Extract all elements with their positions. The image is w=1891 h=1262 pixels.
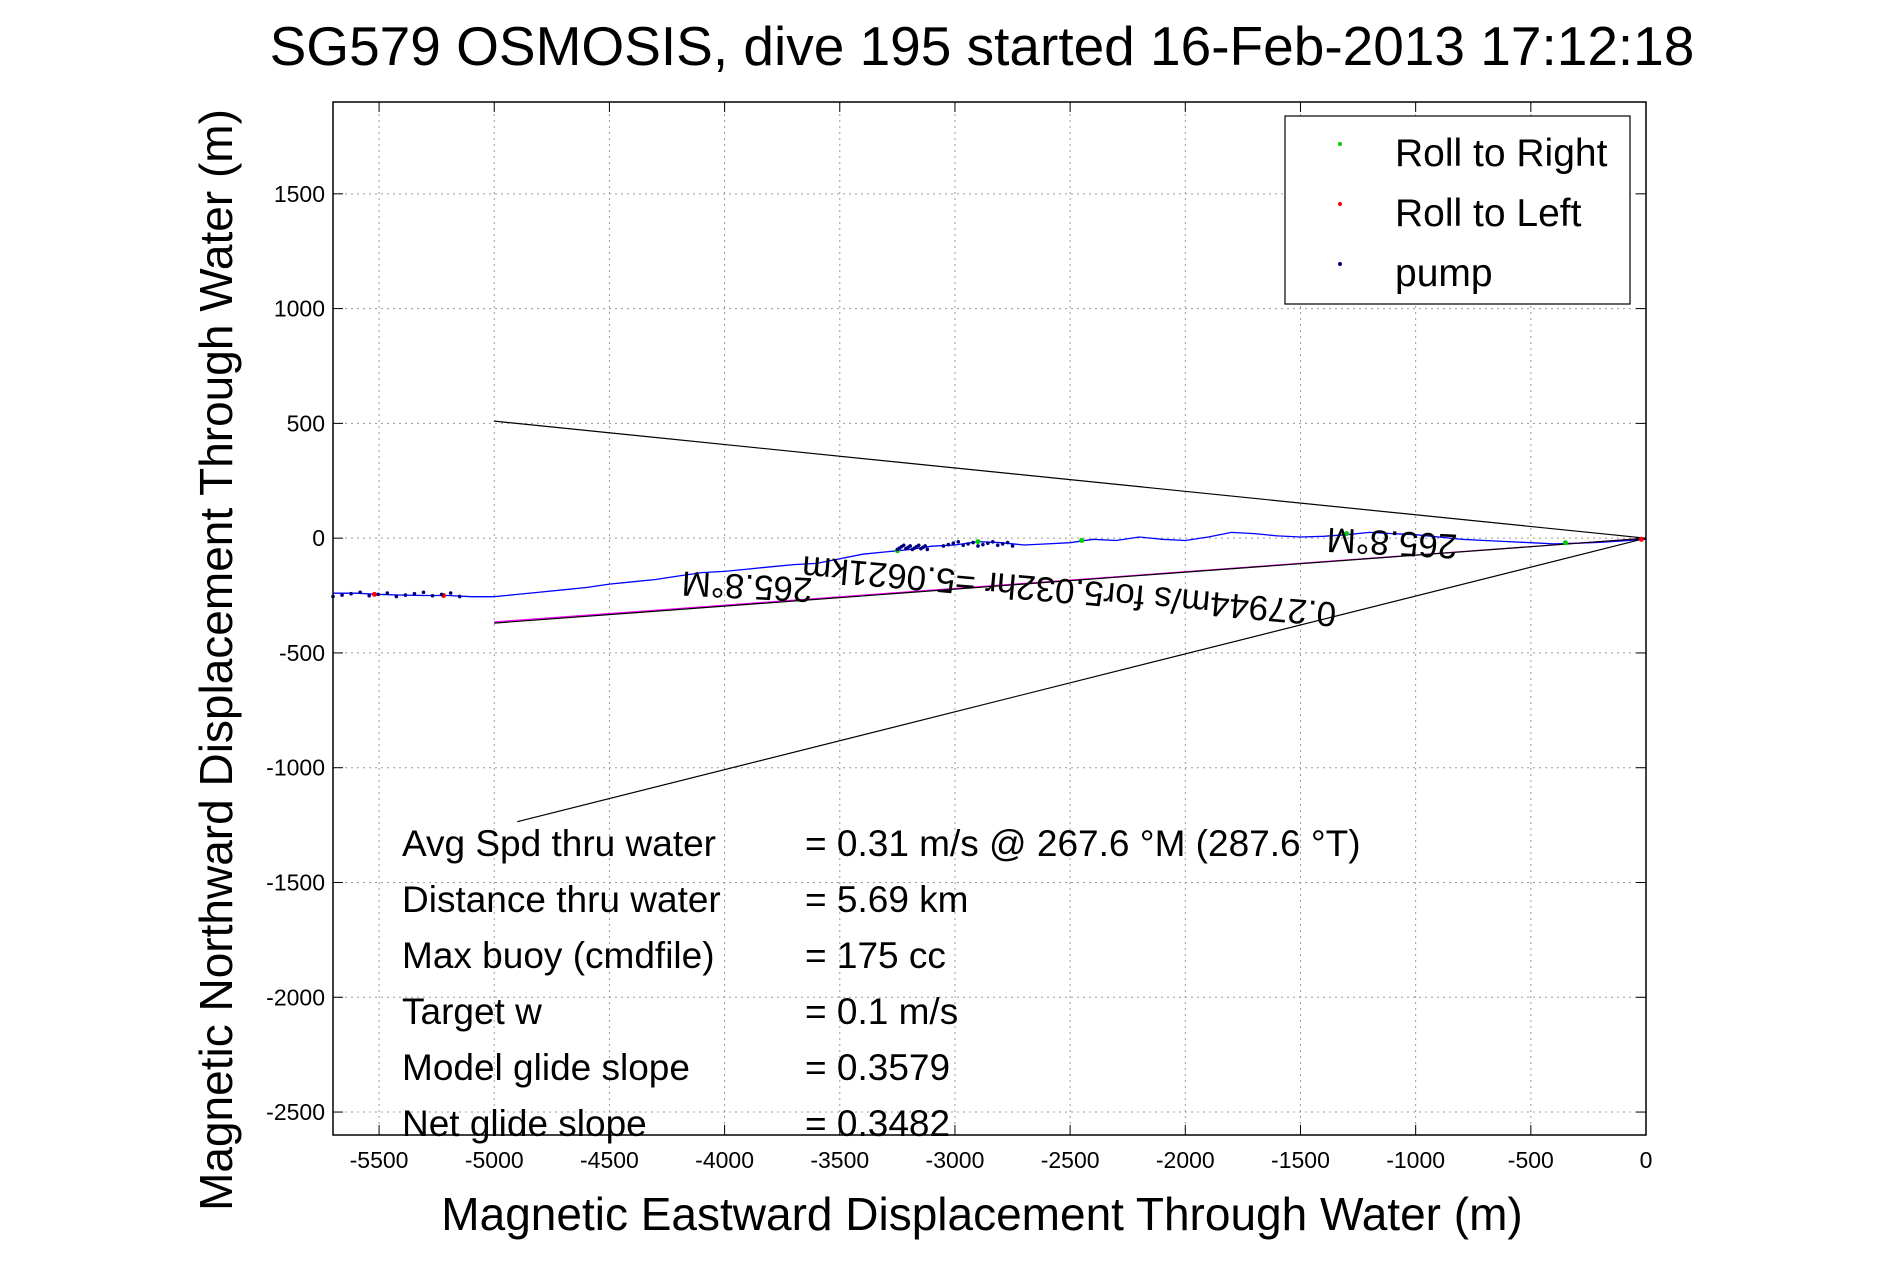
- pump-marker: [367, 593, 371, 598]
- roll-right-marker: [1344, 531, 1350, 537]
- legend-label: pump: [1395, 252, 1493, 295]
- pump-marker: [941, 544, 946, 548]
- x-tick-label: 0: [1640, 1147, 1653, 1173]
- y-tick-label: -1000: [266, 755, 325, 781]
- legend-marker: [1338, 202, 1342, 206]
- y-tick-label: -1500: [266, 869, 325, 895]
- stat-value: = 0.31 m/s @ 267.6 °M (287.6 °T): [805, 823, 1361, 864]
- x-tick-label: -4000: [695, 1147, 754, 1173]
- legend-marker: [1338, 142, 1342, 146]
- stat-label: Target w: [402, 991, 542, 1032]
- legend-box: [1284, 115, 1631, 305]
- y-tick-label: 0: [312, 525, 325, 551]
- pump-marker: [1005, 540, 1010, 545]
- pump-marker: [901, 543, 906, 548]
- pump-marker: [376, 592, 381, 597]
- pump-marker: [349, 591, 353, 596]
- roll-right-marker: [1562, 540, 1568, 546]
- series-midline: [494, 537, 1647, 624]
- legend-label: Roll to Right: [1395, 132, 1608, 175]
- x-tick-label: -2000: [1156, 1147, 1215, 1173]
- y-tick-label: -2500: [266, 1099, 325, 1125]
- pump-marker: [951, 541, 956, 546]
- rotated-annotation: 265.8°M: [1326, 520, 1459, 566]
- y-tick-label: 500: [287, 410, 325, 436]
- x-tick-label: -4500: [580, 1147, 639, 1173]
- x-tick-label: -500: [1508, 1147, 1554, 1173]
- pump-marker: [403, 593, 408, 597]
- pump-marker: [385, 591, 390, 595]
- stat-value: = 0.3482: [805, 1103, 950, 1144]
- pump-marker: [995, 543, 1000, 548]
- x-tick-label: -1500: [1271, 1147, 1330, 1173]
- roll-right-marker: [1079, 537, 1085, 543]
- pump-marker: [1010, 544, 1015, 548]
- x-tick-label: -3500: [810, 1147, 869, 1173]
- pump-marker: [961, 543, 965, 548]
- series-bound-lower: [517, 537, 1647, 823]
- pump-marker: [340, 593, 344, 597]
- legend: Roll to Right Roll to Left pump: [1284, 115, 1631, 305]
- plot-frame: [332, 101, 1647, 1136]
- pump-marker: [394, 594, 399, 599]
- grid: [333, 102, 1647, 1135]
- pump-marker: [916, 543, 921, 548]
- pump-marker: [358, 590, 362, 595]
- chart-title: SG579 OSMOSIS, dive 195 started 16-Feb-2…: [270, 15, 1695, 77]
- pump-marker: [981, 542, 985, 547]
- pump-marker: [430, 593, 435, 598]
- pump-marker: [986, 541, 990, 546]
- pump-marker: [923, 544, 927, 548]
- stat-label: Model glide slope: [402, 1047, 690, 1088]
- pump-marker: [956, 540, 961, 544]
- pump-marker: [966, 542, 970, 546]
- x-tick-label: -2500: [1041, 1147, 1100, 1173]
- stat-value: = 0.1 m/s: [805, 991, 958, 1032]
- roll-right-marker: [975, 539, 981, 545]
- pump-marker: [925, 547, 930, 552]
- pump-marker: [457, 594, 462, 599]
- pump-marker: [971, 540, 975, 545]
- series-layer: [333, 420, 1647, 823]
- x-tick-label: -1000: [1386, 1147, 1445, 1173]
- pump-marker: [448, 591, 453, 595]
- stat-value: = 5.69 km: [805, 879, 969, 920]
- series-track: [333, 531, 1647, 598]
- y-axis-label: Magnetic Northward Displacement Through …: [190, 109, 242, 1211]
- series-bound-upper: [494, 420, 1647, 539]
- rotated-annotation: 265.8°M: [681, 563, 814, 609]
- y-tick-label: -2000: [266, 984, 325, 1010]
- pump-marker: [421, 590, 426, 595]
- y-tick-label: 1000: [274, 296, 325, 322]
- stat-label: Net glide slope: [402, 1103, 647, 1144]
- roll-left-marker: [371, 591, 377, 597]
- y-tick-label: -500: [279, 640, 325, 666]
- y-tick-label: 1500: [274, 181, 325, 207]
- pump-marker: [946, 542, 951, 547]
- legend-label: Roll to Left: [1395, 192, 1582, 235]
- pump-marker: [908, 544, 912, 548]
- stat-value: = 0.3579: [805, 1047, 950, 1088]
- pump-marker: [439, 592, 444, 597]
- stat-label: Max buoy (cmdfile): [402, 935, 715, 976]
- stat-value: = 175 cc: [805, 935, 946, 976]
- pump-marker: [1000, 542, 1005, 546]
- x-tick-label: -3000: [926, 1147, 985, 1173]
- pump-marker: [976, 544, 980, 548]
- marker-layer: [331, 531, 1644, 599]
- y-tick-labels: -2500 -2000 -1500 -1000 -500 0 500 1000 1500: [266, 181, 325, 1125]
- legend-marker: [1338, 262, 1342, 266]
- x-tick-label: -5000: [465, 1147, 524, 1173]
- pump-marker: [412, 591, 417, 596]
- x-tick-labels: -5500 -5000 -4500 -4000 -3500 -3000 -2500 -2000…: [350, 1147, 1653, 1173]
- stat-label: Distance thru water: [402, 879, 721, 920]
- roll-left-marker: [1638, 536, 1644, 542]
- x-axis-label: Magnetic Eastward Displacement Through W…: [441, 1188, 1522, 1240]
- stats-block: Avg Spd thru water = 0.31 m/s @ 267.6 °M …: [402, 823, 1361, 1144]
- pump-marker: [990, 540, 995, 544]
- x-tick-label: -5500: [350, 1147, 409, 1173]
- stat-label: Avg Spd thru water: [402, 823, 716, 864]
